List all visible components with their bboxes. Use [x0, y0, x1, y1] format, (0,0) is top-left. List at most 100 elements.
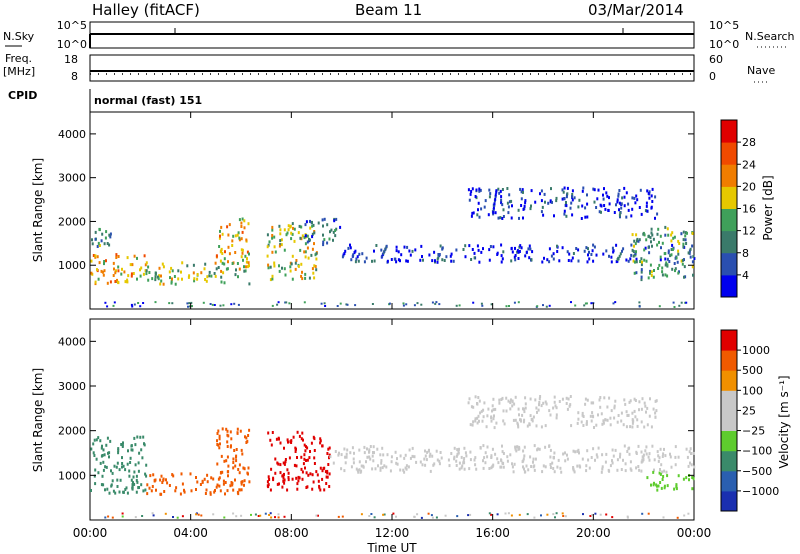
- data-cell: [314, 265, 317, 268]
- data-cell: [530, 418, 533, 421]
- data-cell: [150, 489, 153, 493]
- data-cell: [532, 465, 535, 469]
- data-cell: [648, 414, 651, 418]
- data-cell: [328, 485, 331, 488]
- data-cell: [553, 395, 556, 399]
- data-cell: [467, 188, 470, 192]
- data-cell: [524, 396, 527, 400]
- data-cell: [569, 395, 572, 398]
- data-cell: [248, 264, 250, 268]
- data-cell: [235, 454, 238, 458]
- data-cell: [128, 469, 131, 473]
- data-cell: [613, 211, 616, 214]
- data-cell: [547, 201, 550, 205]
- data-cell: [643, 258, 646, 262]
- data-cell: [248, 480, 251, 484]
- data-cell: [608, 396, 611, 400]
- data-cell: [347, 246, 350, 250]
- data-cell: [661, 241, 664, 245]
- data-cell: [216, 432, 219, 435]
- data-cell: [439, 451, 442, 454]
- data-cell: [482, 444, 485, 448]
- data-cell: [211, 303, 214, 306]
- data-cell: [238, 238, 241, 242]
- data-cell: [154, 478, 157, 482]
- data-cell: [492, 397, 495, 401]
- data-cell: [558, 259, 561, 263]
- data-cell: [565, 402, 568, 405]
- data-cell: [640, 270, 643, 274]
- data-cell: [243, 467, 246, 471]
- data-cell: [655, 409, 658, 413]
- data-cell: [501, 461, 504, 465]
- data-cell: [524, 406, 527, 410]
- data-cell: [602, 197, 605, 201]
- data-cell: [369, 445, 372, 448]
- x-tick-label: 08:00: [274, 526, 309, 540]
- data-cell: [653, 468, 655, 472]
- data-cell: [135, 474, 138, 478]
- data-cell: [365, 256, 368, 260]
- data-cell: [555, 406, 558, 410]
- data-cell: [355, 467, 358, 471]
- data-cell: [687, 512, 690, 515]
- data-cell: [326, 223, 329, 227]
- data-cell: [315, 268, 318, 272]
- data-cell: [145, 272, 148, 276]
- data-cell: [526, 424, 529, 428]
- data-cell: [214, 261, 217, 265]
- data-cell: [278, 269, 281, 273]
- data-cell: [631, 248, 634, 252]
- data-cell: [513, 462, 516, 466]
- data-cell: [685, 242, 688, 245]
- data-cell: [671, 243, 674, 247]
- data-cell: [650, 274, 653, 277]
- data-cell: [327, 463, 330, 466]
- data-cell: [426, 450, 429, 454]
- data-cell: [632, 250, 635, 253]
- data-cell: [402, 468, 405, 472]
- data-cell: [229, 430, 232, 434]
- data-cell: [683, 265, 686, 269]
- data-cell: [571, 198, 574, 202]
- data-cell: [616, 458, 619, 462]
- data-cell: [114, 280, 117, 283]
- data-cell: [297, 264, 300, 268]
- data-cell: [237, 231, 240, 235]
- data-cell: [236, 262, 239, 265]
- data-cell: [345, 303, 348, 306]
- data-cell: [585, 246, 588, 250]
- data-cell: [460, 455, 463, 459]
- data-cell: [601, 467, 604, 471]
- data-cell: [688, 251, 691, 255]
- data-cell: [511, 404, 514, 408]
- data-cell: [419, 258, 422, 262]
- data-cell: [540, 199, 543, 203]
- data-cell: [112, 489, 115, 493]
- data-cell: [483, 456, 486, 460]
- data-cell: [631, 196, 634, 200]
- data-cell: [113, 464, 116, 468]
- colorbar-swatch: [721, 450, 737, 472]
- data-cell: [490, 303, 493, 306]
- data-cell: [353, 451, 355, 455]
- colorbar-tick-label: 8: [742, 247, 749, 260]
- data-cell: [113, 267, 115, 271]
- data-cell: [109, 232, 112, 236]
- data-cell: [435, 449, 438, 453]
- data-cell: [608, 202, 611, 206]
- data-cell: [635, 194, 638, 198]
- data-cell: [110, 484, 113, 488]
- data-cell: [647, 245, 650, 249]
- data-cell: [226, 429, 229, 433]
- data-cell: [471, 211, 474, 215]
- data-cell: [516, 421, 519, 425]
- data-cell: [601, 422, 604, 426]
- data-cell: [273, 235, 276, 239]
- data-cell: [321, 218, 324, 222]
- data-cell: [512, 418, 515, 422]
- data-cell: [658, 305, 661, 308]
- data-cell: [508, 200, 511, 204]
- data-cell: [310, 441, 313, 445]
- data-cell: [304, 276, 307, 280]
